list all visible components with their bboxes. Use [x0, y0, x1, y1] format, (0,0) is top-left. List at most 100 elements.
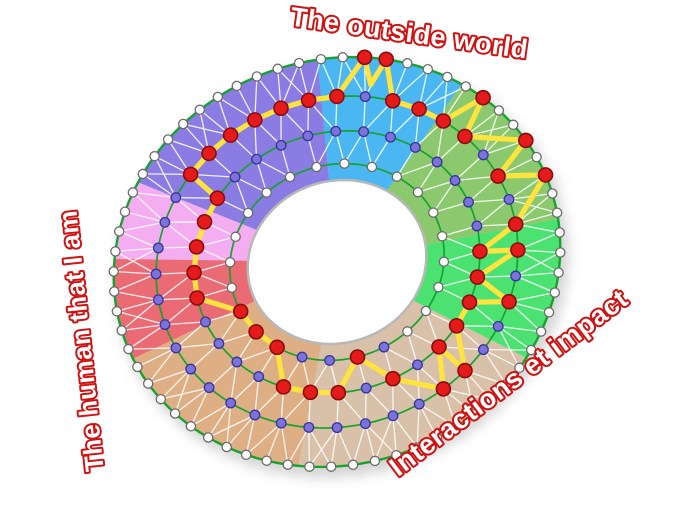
sector-sky-blue: [317, 57, 462, 191]
ring-node: [391, 171, 403, 182]
ring-node: [411, 442, 423, 453]
ring-node: [200, 316, 211, 328]
path-node: [457, 362, 473, 379]
ring-node: [503, 193, 515, 205]
path-node: [275, 379, 292, 395]
ring-node: [477, 149, 489, 161]
ring-outline-4: [228, 162, 446, 362]
ring-node: [431, 156, 443, 168]
ring-node: [551, 207, 563, 218]
ring-node: [402, 58, 413, 69]
ring-node: [510, 270, 522, 282]
ring-node: [555, 247, 566, 258]
ring-node: [493, 105, 505, 116]
path-node: [457, 128, 473, 145]
ring-node: [152, 242, 164, 254]
path-node: [269, 339, 285, 356]
ring-node: [369, 455, 381, 467]
ring-node: [359, 91, 371, 103]
ring-node: [366, 161, 378, 173]
ring-node: [325, 461, 337, 472]
ring-node: [385, 131, 396, 143]
ring-node: [324, 354, 336, 366]
ring-node: [159, 319, 171, 331]
ring-node: [420, 305, 432, 317]
path-node: [411, 101, 427, 117]
nodes: [108, 49, 566, 472]
ring-node: [433, 281, 444, 293]
ring-node: [304, 461, 315, 472]
ring-node: [272, 63, 283, 75]
ring-node: [224, 257, 236, 268]
path-node: [475, 89, 491, 106]
path-node: [232, 303, 249, 320]
ring-node: [110, 246, 121, 257]
ring-node: [438, 256, 450, 267]
label-the-human-that-i-am: The human that I am: [52, 209, 109, 473]
ring-node: [152, 294, 164, 306]
ring-node: [360, 382, 372, 394]
path-node: [356, 49, 373, 66]
ring-node: [251, 153, 262, 165]
ring-node: [428, 207, 439, 218]
ring-node: [282, 459, 294, 470]
ring-node: [113, 226, 125, 237]
ring-node: [108, 266, 119, 277]
ring-node: [402, 326, 413, 337]
ring-node: [185, 421, 197, 432]
ring-node: [231, 80, 243, 92]
ring-node: [261, 455, 272, 466]
ring-node: [229, 171, 241, 183]
ring-node: [471, 220, 483, 232]
ring-node: [275, 139, 287, 151]
ring-node: [359, 418, 371, 430]
ring-node: [337, 52, 349, 63]
ring-node: [150, 268, 162, 280]
path-node: [469, 269, 486, 285]
ring-node: [477, 344, 489, 356]
ring-node: [212, 91, 224, 103]
ring-node: [422, 63, 434, 75]
path-node: [435, 113, 452, 129]
path-node: [330, 384, 347, 401]
ring-node: [500, 379, 512, 390]
ring-node: [177, 118, 189, 130]
donut-hole: [246, 178, 428, 346]
ring-node: [137, 168, 149, 180]
ring-node: [413, 398, 425, 410]
ring-node: [169, 408, 181, 419]
ring-node: [315, 53, 327, 65]
ring-node: [253, 371, 265, 383]
path-node: [248, 323, 264, 340]
ring-node: [221, 441, 232, 453]
ring-node: [231, 356, 243, 368]
ring-node: [311, 161, 322, 173]
ring-node: [293, 57, 305, 69]
path-node: [302, 384, 319, 401]
path-node: [209, 190, 226, 206]
ring-node: [159, 216, 171, 228]
path-node: [222, 127, 239, 143]
ring-node: [412, 359, 423, 371]
ring-node: [119, 206, 131, 217]
ring-node: [358, 126, 370, 138]
path-node: [510, 242, 526, 258]
ring-node: [412, 186, 424, 198]
ring-node: [149, 150, 160, 162]
ring-node: [127, 187, 139, 198]
ring-node: [261, 187, 272, 198]
ring-node: [436, 231, 448, 242]
path-node: [501, 293, 517, 310]
ring-node: [514, 362, 525, 374]
ring-node: [450, 421, 462, 433]
donut-group: [108, 49, 566, 472]
ring-node: [485, 394, 497, 406]
ring-node: [251, 71, 263, 82]
ring-node: [296, 351, 308, 363]
path-node: [189, 290, 205, 306]
ring-node: [409, 141, 421, 153]
ring-node: [431, 432, 443, 444]
path-node: [490, 168, 506, 184]
